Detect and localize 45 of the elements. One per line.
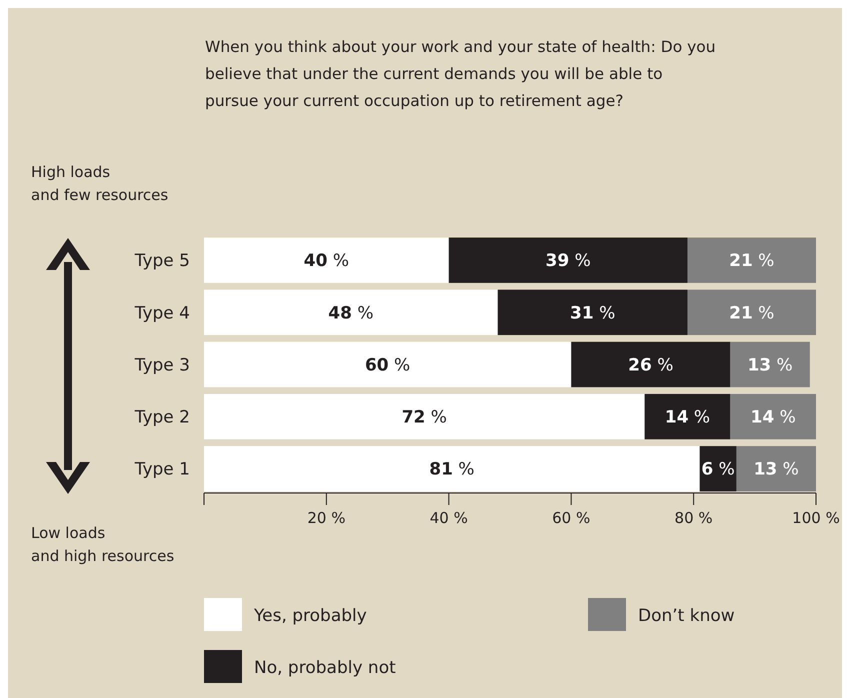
bar: [448, 238, 688, 283]
x-tick-label: 20 %: [307, 509, 346, 527]
data-label: 21 %: [729, 303, 774, 324]
chart-title: When you think about your work and your state of health: Do you believe that under the current demands you will be able to pursue your current occupation up to retirement age?: [205, 38, 716, 110]
y-tick-label: Type 5: [134, 251, 190, 272]
data-label: 48 %: [328, 303, 374, 324]
data-label: 60 %: [364, 355, 410, 376]
bar: [730, 342, 810, 388]
data-label: 39 %: [546, 251, 591, 272]
data-label: 40 %: [304, 251, 350, 272]
x-tick-label: 60 %: [552, 509, 590, 527]
x-tick-label: 40 %: [430, 509, 468, 527]
text: High loads and few resources: [31, 163, 168, 204]
bar: [736, 446, 816, 492]
data-label: 14 %: [750, 408, 796, 428]
y-tick-label: Type 1: [134, 460, 190, 480]
bar: [644, 394, 730, 440]
data-label: 81 %: [429, 460, 474, 480]
bar: [498, 290, 688, 336]
bar: [687, 290, 816, 336]
legend-label: Don’t know: [638, 606, 735, 626]
data-label: 26 %: [628, 355, 674, 376]
legend-label: No, probably not: [254, 658, 396, 678]
data-label: 6 %: [701, 460, 735, 480]
data-label: 21 %: [729, 251, 774, 272]
x-tick-label: 100 %: [792, 509, 840, 527]
data-label: 72 %: [402, 408, 447, 428]
bar: [204, 238, 449, 283]
data-label: 14 %: [664, 408, 710, 428]
bar: [571, 342, 730, 388]
data-label: 13 %: [747, 355, 793, 376]
legend-label: Yes, probably: [253, 606, 367, 626]
data-label: 31 %: [570, 303, 616, 324]
bar: [204, 446, 700, 492]
x-tick-label: 80 %: [674, 509, 713, 527]
y-tick-label: Type 3: [134, 355, 190, 376]
data-label: 13 %: [754, 460, 799, 480]
bar: [687, 238, 816, 283]
bar: [730, 394, 816, 440]
bar: [204, 290, 498, 336]
text: Low loads and high resources: [31, 524, 174, 565]
y-tick-label: Type 2: [134, 408, 190, 428]
bar: [204, 394, 645, 440]
y-tick-label: Type 4: [134, 303, 190, 324]
bar: [204, 342, 572, 388]
